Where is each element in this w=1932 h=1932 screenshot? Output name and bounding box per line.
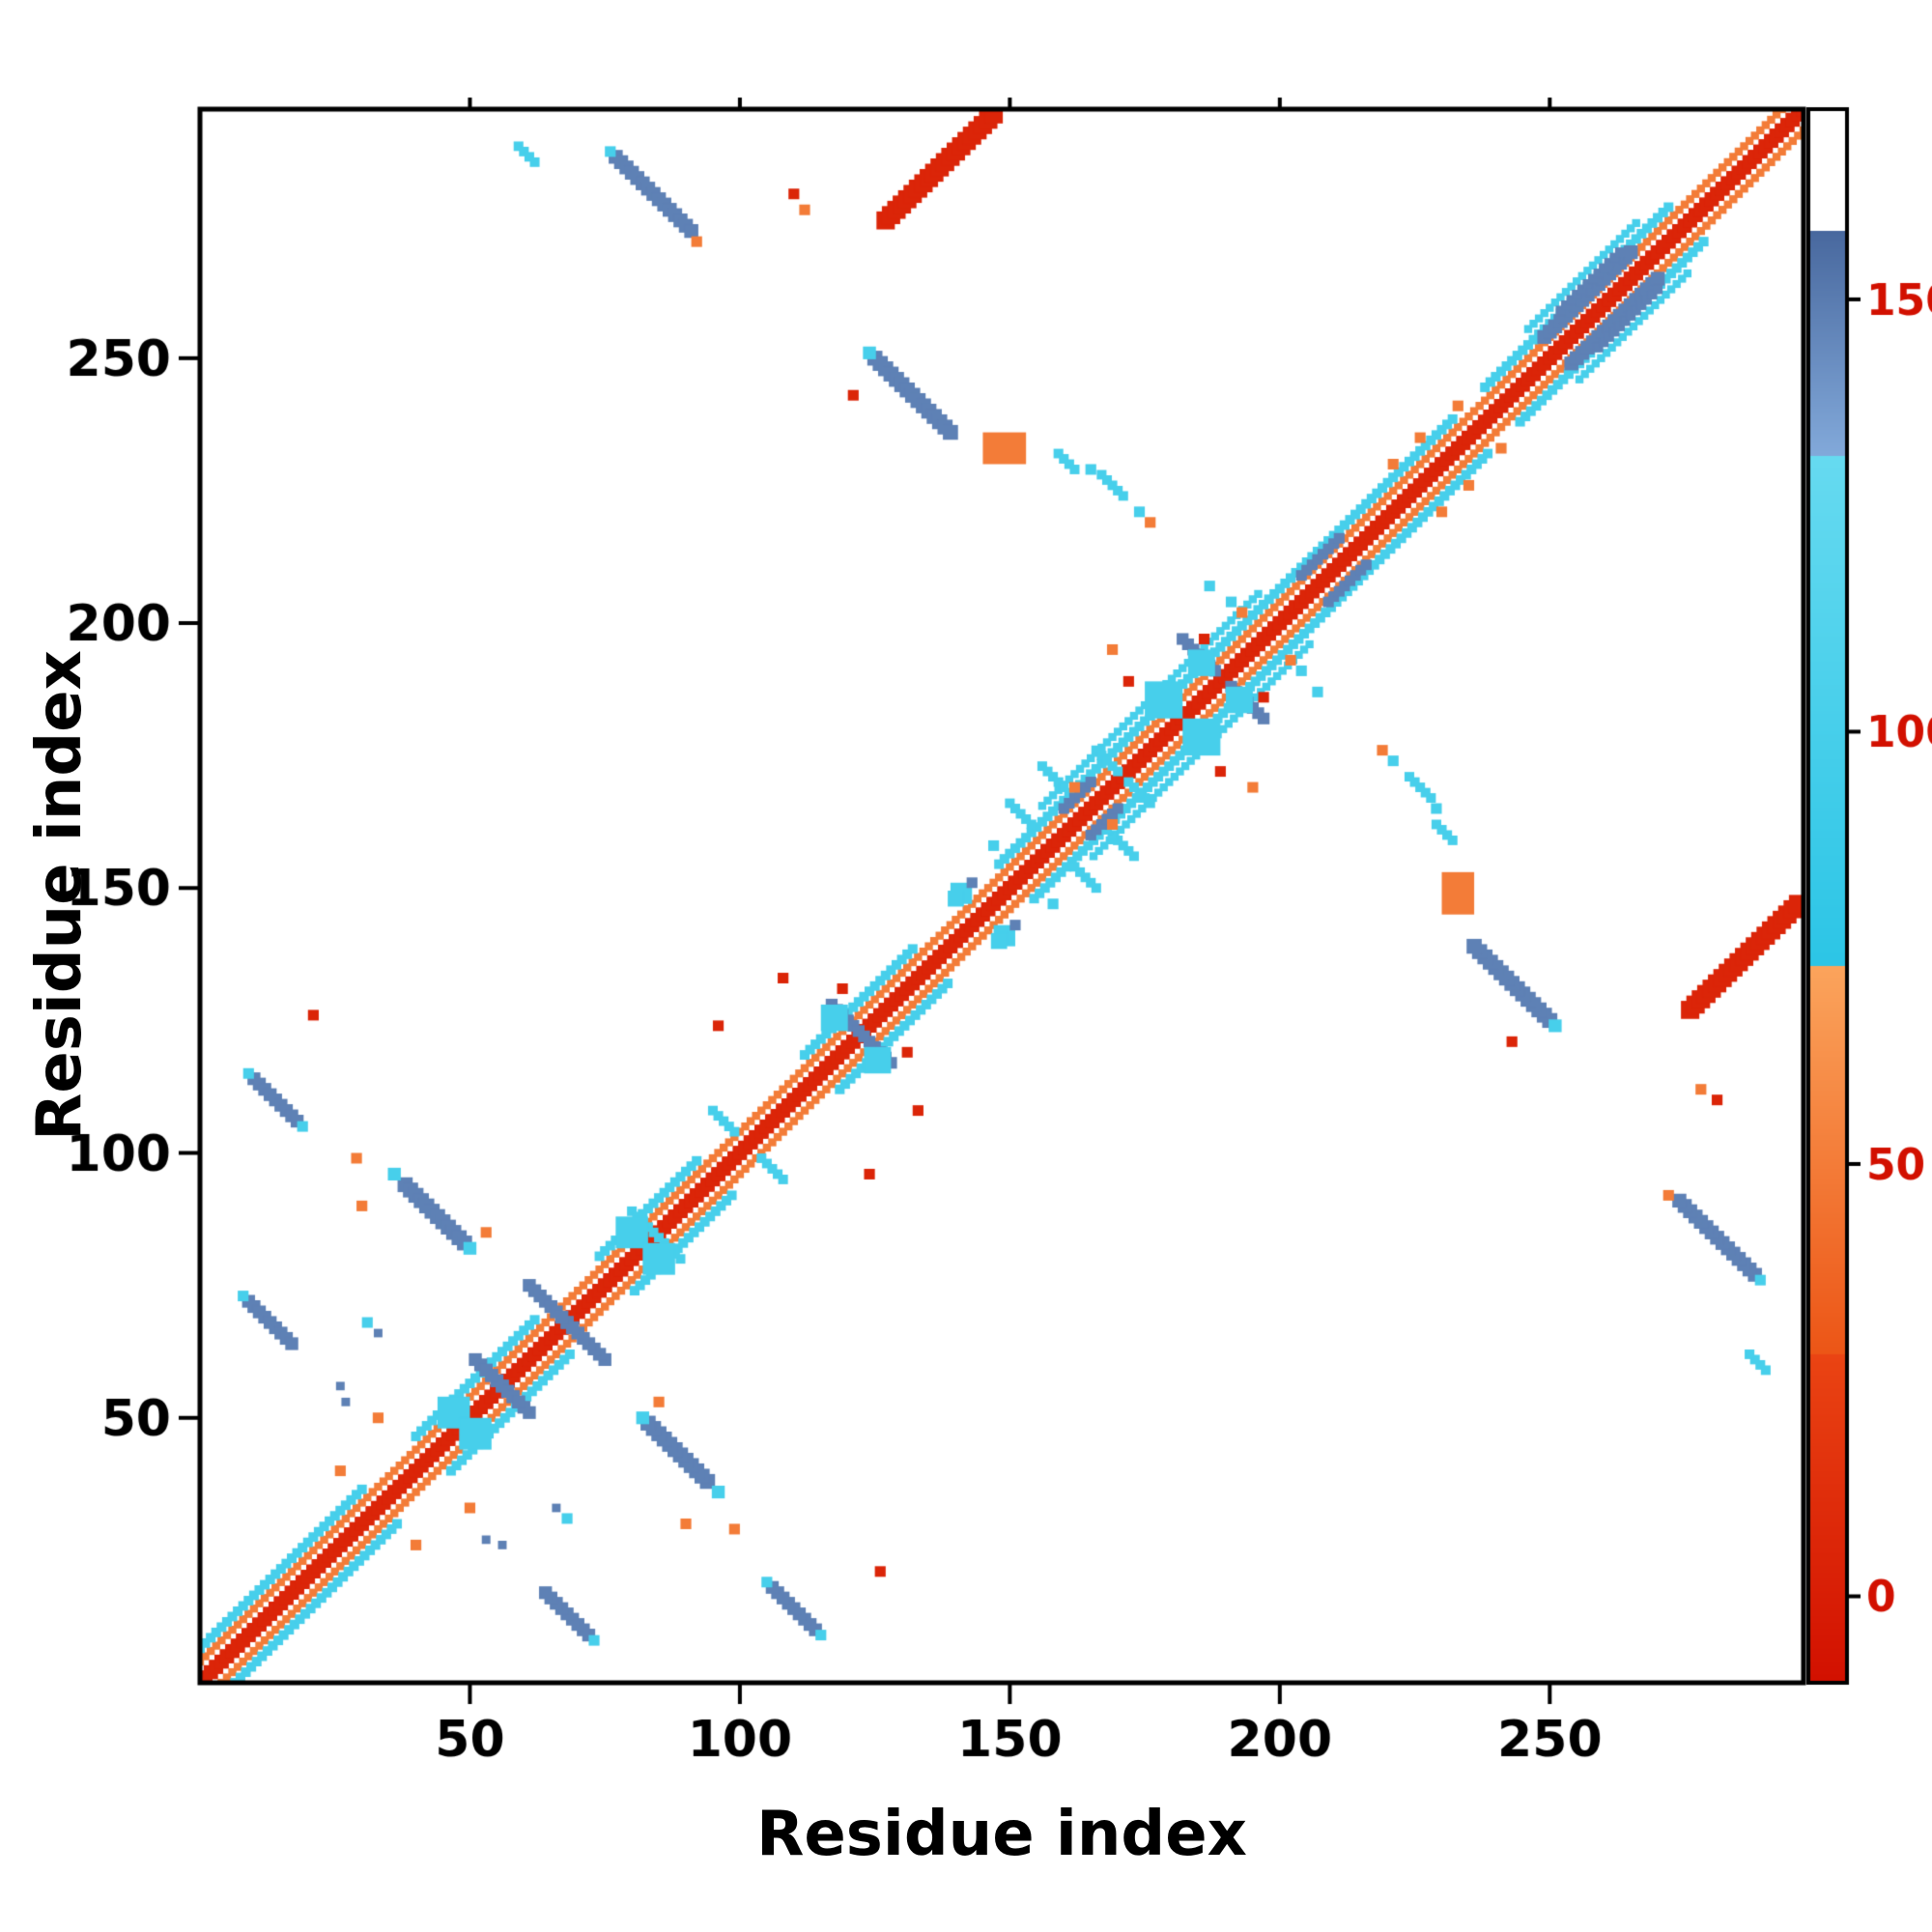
y-axis-title: Residue index — [24, 650, 96, 1141]
x-axis-title: Residue index — [756, 1799, 1247, 1870]
